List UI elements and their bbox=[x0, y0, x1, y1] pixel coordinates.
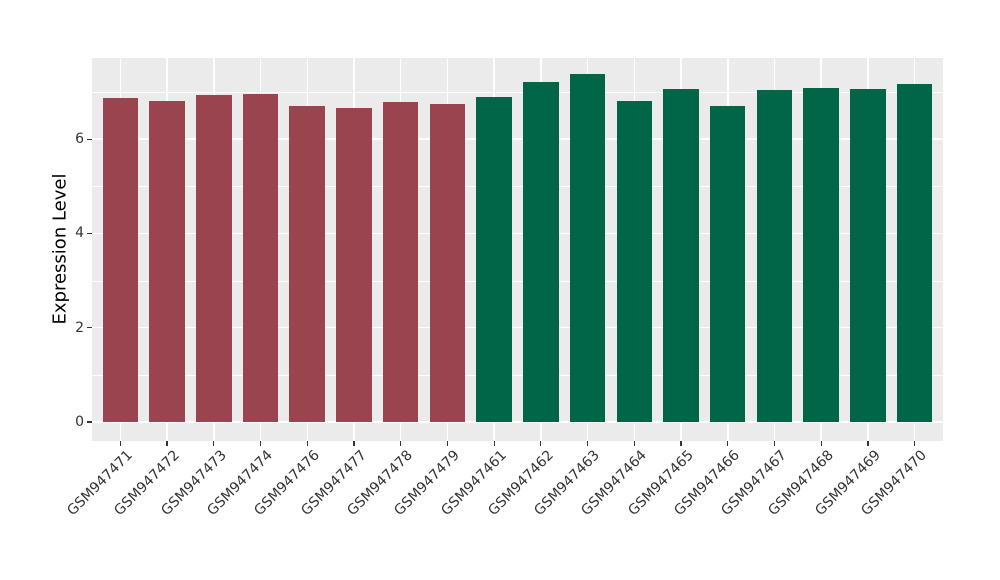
gridline-major bbox=[92, 421, 943, 423]
x-axis-tick bbox=[820, 441, 822, 446]
y-axis-tick bbox=[87, 327, 92, 329]
x-axis-tick bbox=[914, 441, 916, 446]
y-tick-label: 4 bbox=[75, 225, 84, 242]
bar bbox=[149, 100, 185, 422]
y-tick-label: 0 bbox=[75, 414, 84, 430]
x-axis-tick bbox=[773, 441, 776, 446]
bar bbox=[569, 74, 606, 422]
bar bbox=[476, 96, 512, 422]
bar bbox=[242, 94, 279, 422]
bar bbox=[896, 84, 933, 422]
gridline-minor bbox=[92, 280, 943, 282]
gridline-minor bbox=[92, 374, 943, 376]
bar bbox=[102, 97, 139, 422]
gridline-minor bbox=[92, 186, 943, 188]
x-axis-tick bbox=[680, 441, 682, 446]
gridline-major bbox=[92, 138, 943, 140]
y-axis-tick bbox=[87, 421, 92, 423]
x-axis-tick bbox=[727, 441, 729, 446]
bar bbox=[196, 95, 232, 422]
y-tick-label: 6 bbox=[75, 131, 84, 148]
bar bbox=[803, 87, 839, 422]
x-axis-tick bbox=[353, 441, 355, 446]
x-axis-tick bbox=[586, 441, 589, 446]
x-axis-tick bbox=[493, 441, 495, 446]
gridline-minor bbox=[92, 91, 943, 93]
x-axis-tick bbox=[306, 441, 308, 446]
x-axis-tick bbox=[446, 441, 448, 446]
y-axis-tick bbox=[87, 232, 92, 234]
x-axis-tick bbox=[540, 441, 542, 446]
gridline-major bbox=[92, 232, 943, 235]
x-axis-tick bbox=[119, 441, 121, 446]
bar bbox=[756, 89, 793, 422]
bar bbox=[382, 102, 419, 422]
bar bbox=[523, 82, 559, 422]
y-axis-tick bbox=[87, 138, 92, 140]
x-axis-tick bbox=[259, 441, 262, 446]
x-axis-tick bbox=[400, 441, 402, 446]
x-axis-tick bbox=[867, 441, 869, 446]
y-axis-title: Expression Level bbox=[49, 173, 71, 325]
bar bbox=[429, 103, 466, 422]
bar bbox=[616, 100, 653, 422]
x-axis-tick bbox=[213, 441, 215, 446]
y-tick-label: 2 bbox=[75, 319, 84, 336]
bar bbox=[709, 105, 746, 422]
chart-panel bbox=[92, 58, 943, 441]
gridline-major bbox=[92, 326, 943, 329]
bar bbox=[336, 107, 372, 422]
bar bbox=[289, 106, 325, 422]
x-axis-tick bbox=[166, 441, 168, 446]
bar bbox=[663, 88, 699, 422]
bar bbox=[850, 88, 886, 422]
x-axis-tick bbox=[633, 441, 635, 446]
